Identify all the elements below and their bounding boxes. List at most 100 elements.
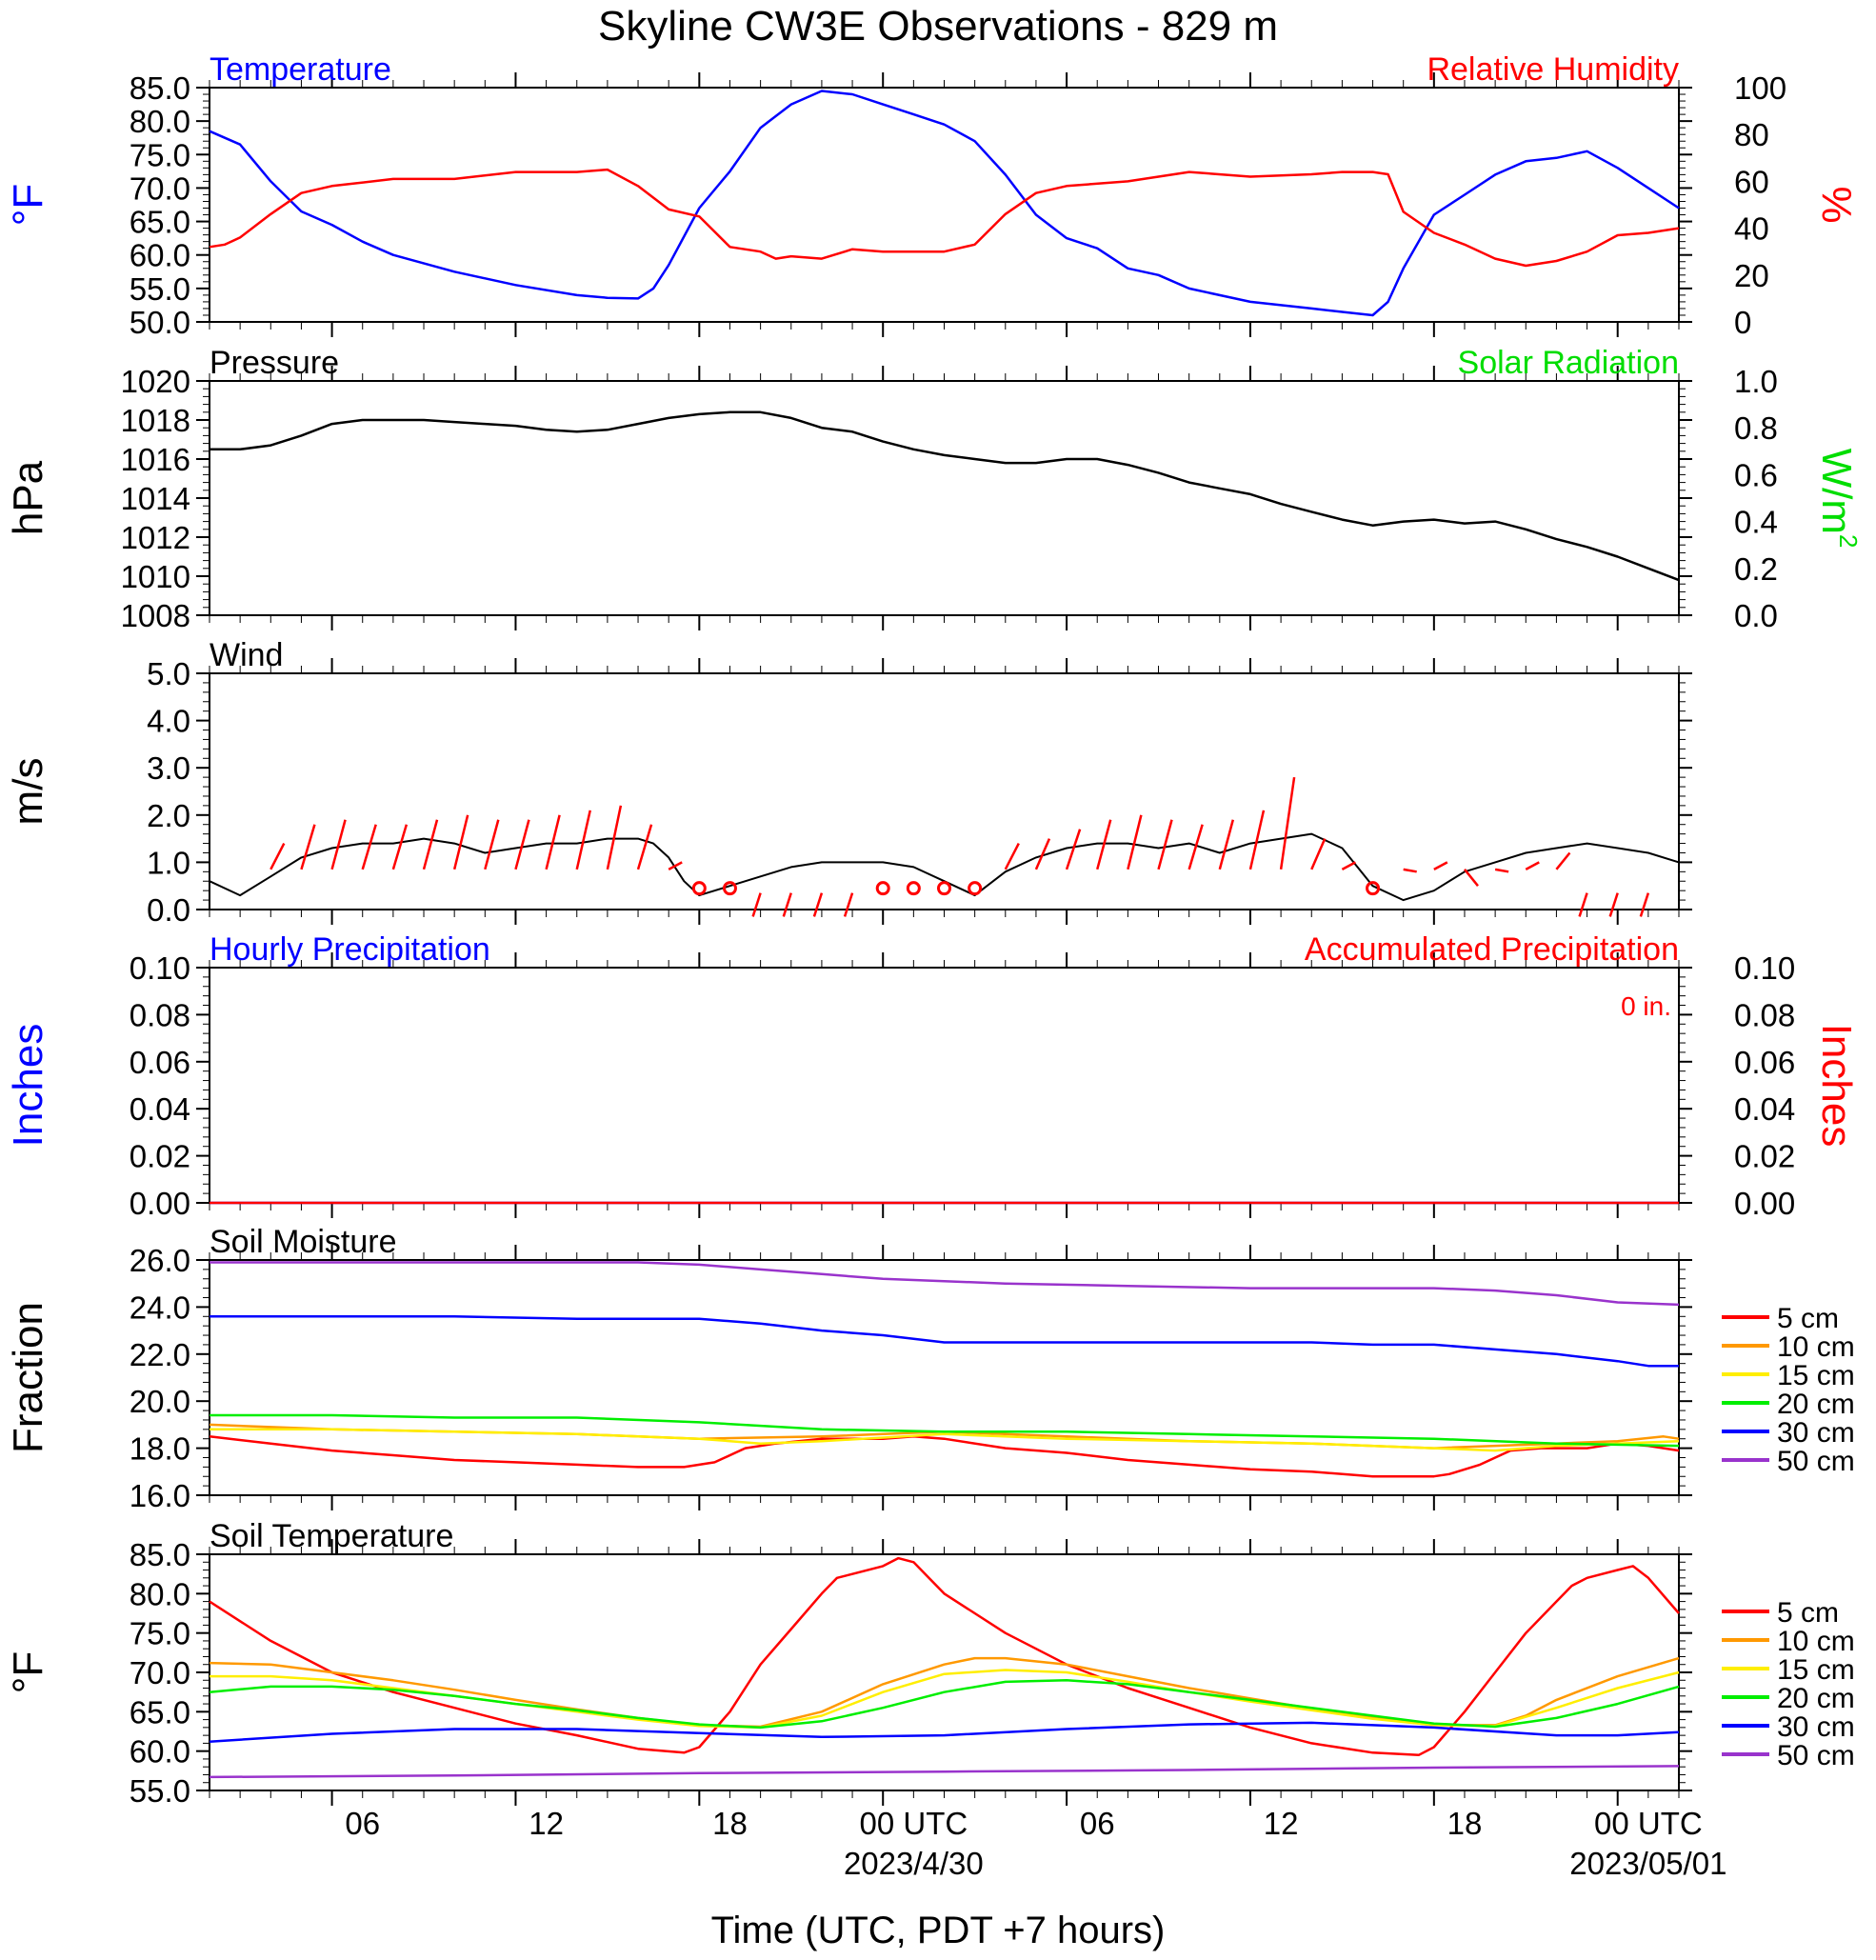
temperature-humidity-ytick-right: 20 xyxy=(1734,258,1769,293)
precipitation-right-title: Accumulated Precipitation xyxy=(1305,931,1679,968)
x-axis-label: Time (UTC, PDT +7 hours) xyxy=(711,1910,1166,1951)
wind-barb xyxy=(1639,892,1650,917)
soil-temperature-ytick-left: 55.0 xyxy=(130,1773,190,1809)
soil-moisture-ytick-left: 22.0 xyxy=(130,1337,190,1372)
precipitation-left-title: Hourly Precipitation xyxy=(210,931,490,968)
wind-ytick-left: 2.0 xyxy=(147,798,190,833)
pressure-ytick-left: 1018 xyxy=(121,403,190,438)
pressure-ytick-right: 0.0 xyxy=(1734,598,1778,633)
wind-barb xyxy=(1555,851,1571,870)
soil-temperature-ytick-left: 80.0 xyxy=(130,1576,190,1611)
legend-label: 20 cm xyxy=(1777,1683,1855,1714)
legend-label: 5 cm xyxy=(1777,1597,1839,1629)
legend-label: 30 cm xyxy=(1777,1711,1855,1743)
wind-barb xyxy=(422,819,439,870)
temperature-humidity-series-temperature xyxy=(209,90,1680,317)
wind-barb xyxy=(1096,819,1112,870)
wind-barb xyxy=(1578,892,1588,917)
legend-label: 10 cm xyxy=(1777,1626,1855,1657)
pressure-ylabel-left: hPa xyxy=(5,460,51,535)
wind-barb xyxy=(812,892,824,917)
soil-temperature-ylabel-left: °F xyxy=(5,1651,51,1693)
wind-barb xyxy=(1127,814,1143,870)
pressure-left-title: Pressure xyxy=(210,345,339,381)
pressure-series-pressure xyxy=(210,410,1680,582)
soil-temperature-frame xyxy=(209,1553,1680,1791)
wind-barb xyxy=(782,892,792,917)
pressure-ylabel-right: W/m2 xyxy=(1813,449,1863,549)
precipitation-panel: 0.10 0.08 0.06 0.04 0.02 0.00 0.10 0.08 0.06 0.04… xyxy=(5,931,1860,1221)
legend-label: 15 cm xyxy=(1777,1360,1855,1391)
wind-barb xyxy=(1608,892,1619,917)
wind-barb xyxy=(484,819,500,870)
x-tick-label: 06 xyxy=(345,1806,380,1841)
wind-barb xyxy=(545,814,561,870)
soil-temperature-series-5-cm xyxy=(209,1556,1680,1757)
wind-calm-marker xyxy=(691,881,707,896)
wind-barb xyxy=(1494,868,1509,873)
precipitation-ytick-left: 0.08 xyxy=(130,997,190,1032)
soil-moisture-series-50-cm xyxy=(210,1261,1680,1307)
soil-moisture-series-15-cm xyxy=(210,1428,1680,1452)
temperature-humidity-ytick-left: 65.0 xyxy=(130,205,190,240)
pressure-ytick-left: 1014 xyxy=(121,481,190,516)
soil-moisture-series-20-cm xyxy=(210,1413,1680,1448)
x-tick-date: 2023/05/01 xyxy=(1569,1846,1726,1881)
temperature-humidity-frame xyxy=(209,87,1680,323)
wind-barb xyxy=(1034,838,1051,870)
wind-series-wind xyxy=(209,832,1680,902)
wind-barb xyxy=(300,824,316,870)
wind-barb xyxy=(1403,868,1417,873)
precipitation-ytick-right: 0.06 xyxy=(1734,1045,1795,1080)
wind-barb xyxy=(1433,861,1448,870)
wind-calm-marker xyxy=(937,881,951,896)
soil-temperature-ytick-left: 70.0 xyxy=(130,1655,190,1690)
panels: 85.080.075.070.065.060.055.050.010080604… xyxy=(5,51,1863,1809)
temperature-humidity-ylabel-right: % xyxy=(1813,186,1860,223)
temperature-humidity-ytick-left: 50.0 xyxy=(130,305,190,340)
pressure-panel: 1020 1018 1016 1014 1012 1010 1008 1.0 0.8 0.6 0.4… xyxy=(5,345,1863,633)
legend-label: 5 cm xyxy=(1777,1303,1839,1334)
pressure-ytick-right: 0.8 xyxy=(1734,410,1778,446)
temperature-humidity-ytick-left: 60.0 xyxy=(130,238,190,273)
temperature-humidity-ytick-left: 85.0 xyxy=(130,70,190,106)
x-tick-label: 00 UTC xyxy=(1594,1806,1703,1841)
wind-barb xyxy=(1218,819,1235,870)
soil-moisture-series-30-cm xyxy=(210,1315,1679,1368)
precipitation-ytick-left: 0.00 xyxy=(130,1186,190,1221)
pressure-right-title: Solar Radiation xyxy=(1458,345,1679,381)
temperature-humidity-ytick-left: 75.0 xyxy=(130,137,190,172)
temperature-humidity-ytick-left: 70.0 xyxy=(130,170,190,206)
soil-temperature-ytick-left: 65.0 xyxy=(130,1694,190,1730)
temperature-humidity-ytick-right: 40 xyxy=(1734,211,1769,247)
pressure-ytick-left: 1012 xyxy=(121,520,190,555)
temperature-humidity-ytick-left: 55.0 xyxy=(130,271,190,307)
temperature-humidity-ytick-right: 80 xyxy=(1734,117,1769,152)
pressure-ytick-left: 1016 xyxy=(121,442,190,477)
figure-title: Skyline CW3E Observations - 829 m xyxy=(598,3,1278,50)
temperature-humidity-panel: 85.080.075.070.065.060.055.050.0 100 80 60 4… xyxy=(5,51,1860,340)
precipitation-ytick-left: 0.10 xyxy=(130,950,190,986)
precipitation-ytick-left: 0.04 xyxy=(130,1091,190,1127)
soil-temperature-ytick-left: 75.0 xyxy=(130,1616,190,1651)
soil-moisture-ylabel-left: Fraction xyxy=(5,1302,51,1453)
precipitation-ytick-left: 0.06 xyxy=(130,1045,190,1080)
wind-barb xyxy=(1065,829,1082,870)
wind-barb xyxy=(452,814,469,870)
wind-calm-marker xyxy=(968,881,983,896)
x-tick-label: 12 xyxy=(529,1806,564,1841)
wind-barb xyxy=(1341,861,1356,870)
legend-label: 30 cm xyxy=(1777,1417,1855,1449)
temperature-humidity-right-title: Relative Humidity xyxy=(1427,51,1679,88)
legend-label: 50 cm xyxy=(1777,1446,1855,1477)
wind-ytick-left: 5.0 xyxy=(147,656,190,691)
wind-calm-marker xyxy=(875,881,890,896)
pressure-ytick-right: 0.6 xyxy=(1734,457,1778,492)
wind-calm-marker xyxy=(1366,881,1381,896)
precipitation-ytick-left: 0.02 xyxy=(130,1139,190,1174)
soil-temperature-series-50-cm xyxy=(209,1765,1680,1779)
precipitation-ytick-right: 0.08 xyxy=(1734,997,1795,1032)
pressure-ytick-left: 1020 xyxy=(121,364,190,399)
soil-moisture-series-10-cm xyxy=(209,1423,1680,1450)
temperature-humidity-series-relative-humidity xyxy=(209,168,1680,268)
